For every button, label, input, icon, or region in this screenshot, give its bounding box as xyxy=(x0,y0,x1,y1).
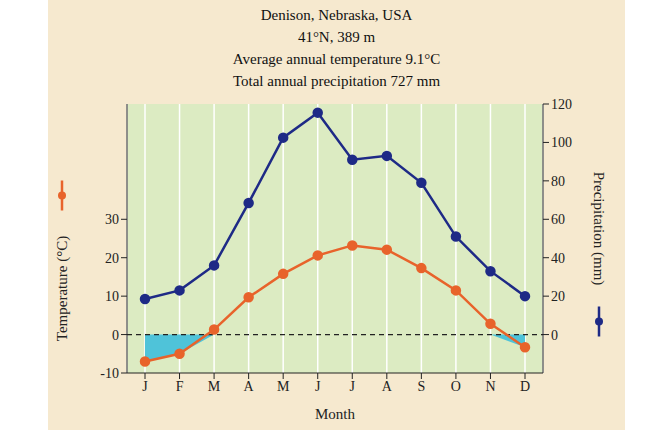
svg-text:0: 0 xyxy=(112,328,119,343)
svg-text:A: A xyxy=(382,379,393,394)
svg-text:A: A xyxy=(244,379,255,394)
svg-text:80: 80 xyxy=(551,174,565,189)
svg-text:20: 20 xyxy=(105,251,119,266)
svg-text:M: M xyxy=(277,379,290,394)
svg-text:D: D xyxy=(520,379,530,394)
svg-text:S: S xyxy=(417,379,425,394)
svg-text:100: 100 xyxy=(551,135,572,150)
svg-text:60: 60 xyxy=(551,212,565,227)
svg-text:Temperature (°C): Temperature (°C) xyxy=(54,236,71,341)
svg-text:N: N xyxy=(485,379,495,394)
html-text:Average annual temperature 9.1: Average annual temperature 9.1°C xyxy=(232,51,441,67)
svg-text:30: 30 xyxy=(105,212,119,227)
svg-text:J: J xyxy=(142,379,148,394)
svg-text:0: 0 xyxy=(551,328,558,343)
svg-text:J: J xyxy=(350,379,356,394)
svg-text:10: 10 xyxy=(105,289,119,304)
svg-text:J: J xyxy=(315,379,321,394)
svg-text:20: 20 xyxy=(551,289,565,304)
svg-text:M: M xyxy=(208,379,221,394)
svg-text:O: O xyxy=(451,379,461,394)
svg-text:Precipitation (mm): Precipitation (mm) xyxy=(590,172,607,286)
svg-text:40: 40 xyxy=(551,251,565,266)
html-text:Total annual precipitation 727: Total annual precipitation 727 mm xyxy=(232,73,441,89)
html-text:Denison, Nebraska, USA: Denison, Nebraska, USA xyxy=(260,7,413,23)
svg-text:120: 120 xyxy=(551,97,572,112)
svg-text:-10: -10 xyxy=(100,366,119,381)
svg-text:F: F xyxy=(176,379,184,394)
html-text:41°N, 389 m: 41°N, 389 m xyxy=(297,29,376,45)
svg-text:Month: Month xyxy=(315,406,356,422)
